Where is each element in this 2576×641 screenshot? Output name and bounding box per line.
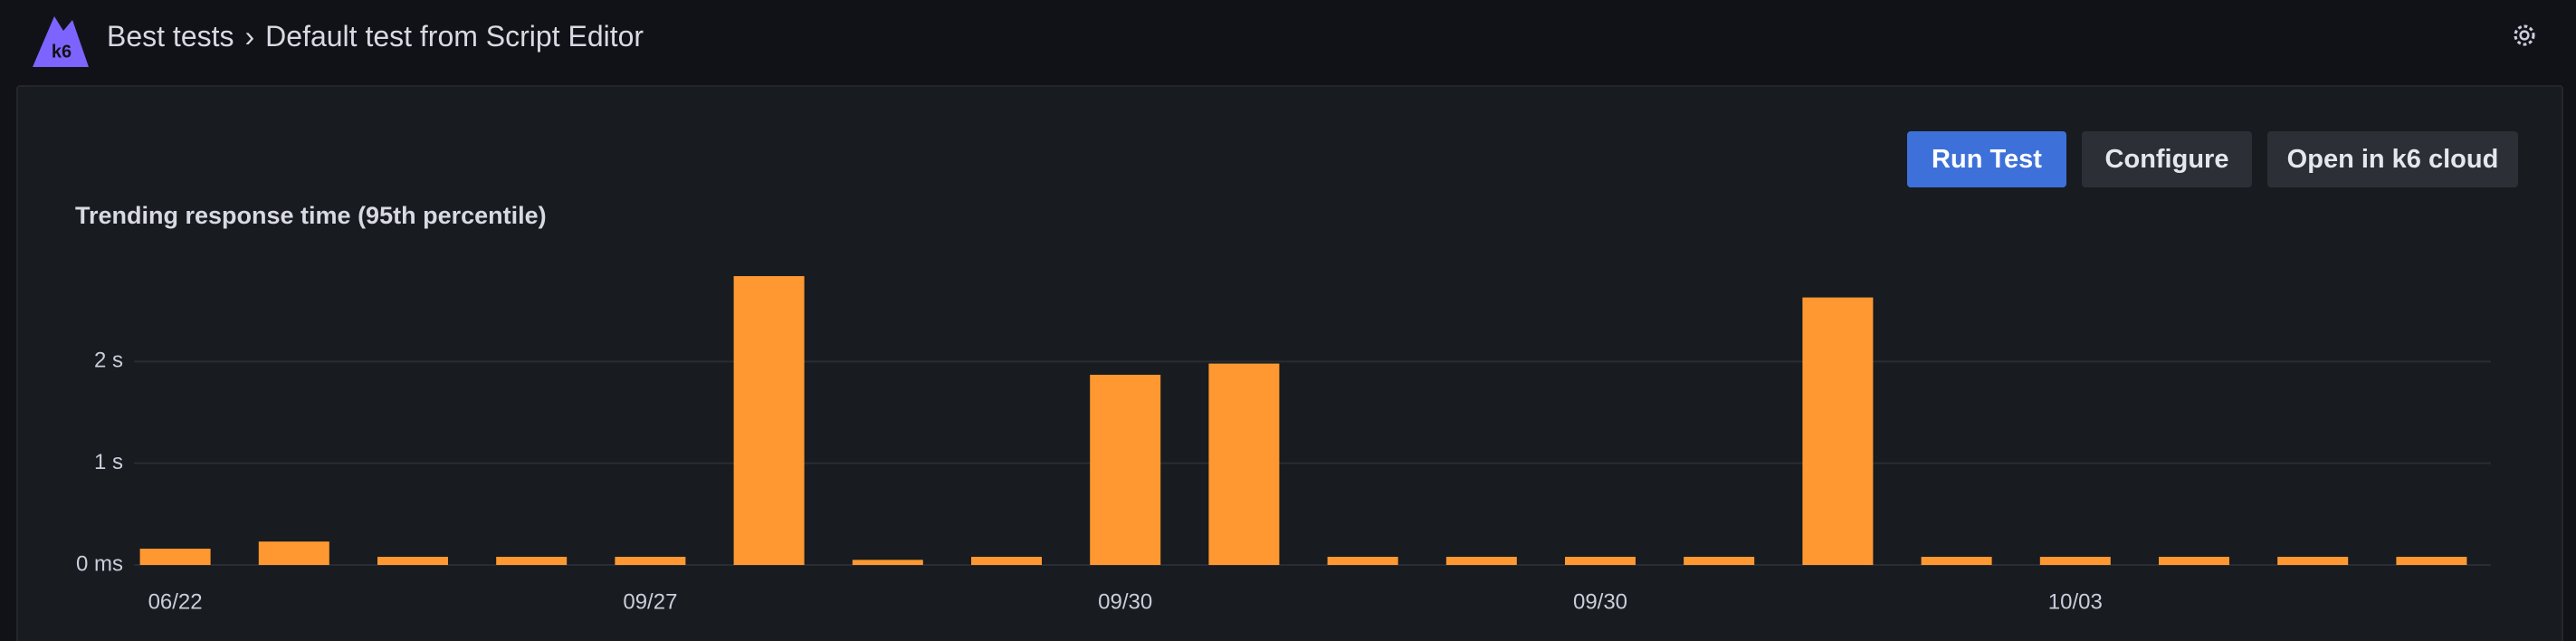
y-tick-label: 2 s (94, 349, 123, 373)
chart-title: Trending response time (95th percentile) (75, 202, 547, 229)
bar (2039, 557, 2111, 565)
bar (615, 557, 686, 565)
bar (1684, 557, 1755, 565)
y-tick-label: 1 s (94, 450, 123, 474)
bar (1565, 557, 1636, 565)
configure-button[interactable]: Configure (2082, 131, 2252, 187)
settings-icon[interactable] (2511, 22, 2538, 49)
x-tick-label: 09/30 (1573, 589, 1627, 614)
breadcrumb-item[interactable]: Best tests (107, 20, 234, 53)
bar (258, 541, 329, 565)
bar (1090, 374, 1161, 565)
y-tick-label: 0 ms (76, 551, 123, 576)
bar (2396, 557, 2467, 565)
logo: k6 (33, 16, 89, 67)
bar (1445, 557, 1517, 565)
bar (1921, 557, 1992, 565)
logo-text: k6 (52, 42, 72, 62)
x-tick-label: 10/03 (2048, 589, 2103, 614)
bar (1208, 363, 1280, 565)
bar (2159, 557, 2229, 565)
breadcrumb-separator: › (244, 20, 255, 53)
x-tick-label: 06/22 (148, 589, 203, 614)
breadcrumb-item: Default test from Script Editor (265, 20, 644, 53)
breadcrumb: Best tests › Default test from Script Ed… (107, 20, 644, 53)
bar (2277, 557, 2349, 565)
bar (733, 275, 805, 565)
bar (852, 560, 923, 565)
open-cloud-button[interactable]: Open in k6 cloud (2267, 131, 2518, 187)
x-tick-label: 09/30 (1098, 589, 1152, 614)
bar (1327, 557, 1398, 565)
bar (139, 549, 211, 565)
run-test-button[interactable]: Run Test (1907, 131, 2066, 187)
bar (1802, 297, 1874, 565)
bar (971, 557, 1042, 565)
x-tick-label: 09/27 (623, 589, 677, 614)
bar (377, 557, 448, 565)
bar (496, 557, 568, 565)
